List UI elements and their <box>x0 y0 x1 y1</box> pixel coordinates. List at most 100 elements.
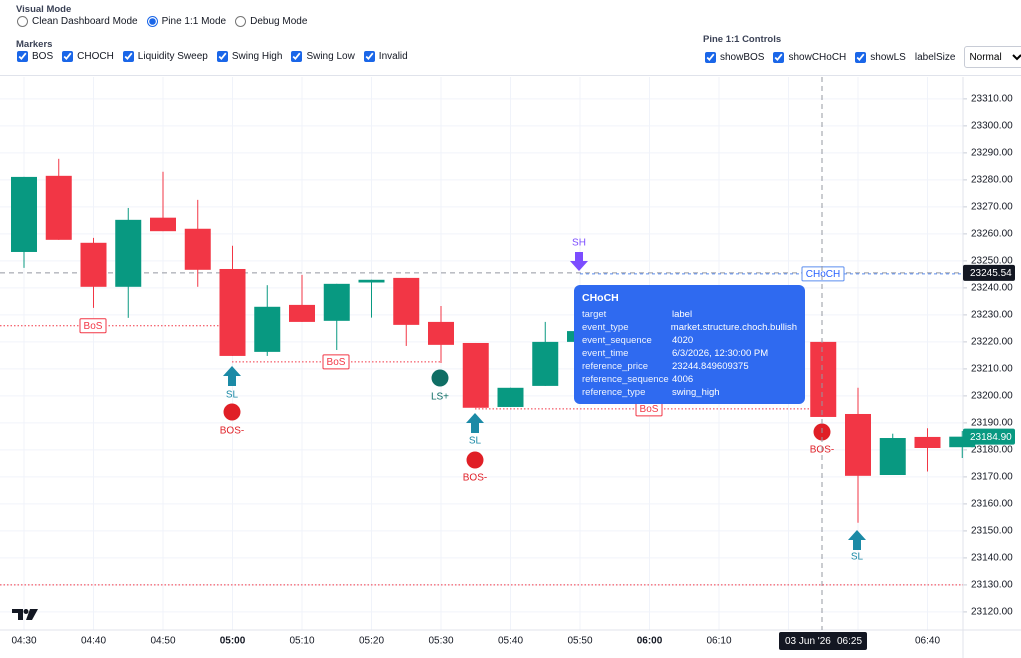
y-tick-label: 23130.00 <box>971 580 1013 591</box>
control-panel: Visual Mode Clean Dashboard Mode Pine 1:1… <box>0 0 1021 76</box>
tooltip-value: 23244.849609375 <box>672 361 749 372</box>
radio[interactable] <box>17 16 28 27</box>
checkbox-option[interactable]: Swing High <box>216 51 283 62</box>
checkbox[interactable] <box>291 51 303 62</box>
section-title: Markers <box>16 39 53 50</box>
checkbox[interactable] <box>17 51 28 62</box>
candle-body <box>393 277 420 325</box>
y-tick-label: 23260.00 <box>971 229 1013 240</box>
checkbox-option[interactable]: showCHoCH <box>773 51 847 63</box>
radio-option[interactable]: Pine 1:1 Mode <box>146 16 227 27</box>
checkbox-option[interactable]: Swing Low <box>291 51 355 62</box>
level-label-box <box>322 354 350 370</box>
checkbox-option[interactable]: CHOCH <box>62 51 114 62</box>
signal-arrow <box>466 413 484 433</box>
option-label: Liquidity Sweep <box>137 51 208 62</box>
tooltip-row: target label <box>582 308 797 321</box>
tooltip-key: reference_sequence <box>582 374 669 385</box>
x-tick-label: 05:10 <box>289 636 314 647</box>
checkbox[interactable] <box>773 51 785 63</box>
checkbox[interactable] <box>216 51 228 62</box>
radio-option[interactable]: Debug Mode <box>235 16 307 27</box>
tooltip-value: market.structure.choch.bullish <box>670 322 797 333</box>
checkbox[interactable] <box>62 51 74 62</box>
tooltip-value: label <box>672 309 693 320</box>
signal-dot <box>466 451 484 469</box>
y-tick-label: 23120.00 <box>971 607 1013 618</box>
checkbox-option[interactable]: showLS <box>855 51 906 63</box>
x-tick-label: 06:10 <box>706 636 731 647</box>
checkbox-group: BOS CHOCH Liquidity Sweep Swing High Swing L… <box>17 51 408 62</box>
checkbox[interactable] <box>705 51 716 63</box>
option-label: Pine 1:1 Mode <box>161 16 227 27</box>
select-label: labelSize <box>914 51 956 63</box>
y-tick-label: 23250.00 <box>971 256 1013 267</box>
tooltip: CHoCH target label event_type market.struct… <box>574 285 805 404</box>
y-tick-label: 23300.00 <box>971 121 1013 132</box>
tooltip-key: reference_type <box>582 387 646 398</box>
signal-label: SH <box>572 238 586 249</box>
radio[interactable] <box>146 16 158 27</box>
tooltip-key: event_type <box>582 322 629 333</box>
y-tick-label: 23150.00 <box>971 526 1013 537</box>
current-price-label: 23184.90 <box>970 432 1012 443</box>
option-label: Invalid <box>378 51 408 62</box>
candle-body <box>358 279 385 283</box>
checkbox-option[interactable]: BOS <box>17 51 53 62</box>
tooltip-row: reference_price 23244.849609375 <box>582 360 797 373</box>
option-label: Swing High <box>231 51 283 62</box>
level-label: BoS <box>327 357 346 368</box>
radio[interactable] <box>235 16 247 27</box>
signal-dot <box>223 403 241 421</box>
level-label-box <box>79 318 107 334</box>
checkbox-option[interactable]: Invalid <box>363 51 408 62</box>
signal-label: SL <box>469 436 482 447</box>
crosshair-date: 03 Jun '26 <box>785 636 831 647</box>
candle-body <box>532 341 559 386</box>
checkbox[interactable] <box>855 51 867 63</box>
x-tick-label: 05:30 <box>428 636 453 647</box>
candle-body <box>289 304 315 322</box>
checkbox[interactable] <box>363 51 375 62</box>
candle-body <box>184 228 211 270</box>
signal-label: BOS- <box>463 473 487 484</box>
label-size-select[interactable]: Normal <box>964 46 1021 68</box>
section-title: Pine 1:1 Controls <box>703 34 782 45</box>
level-label: BoS <box>640 404 659 415</box>
option-label: showCHoCH <box>788 51 847 63</box>
checkbox-option[interactable]: showBOS <box>705 51 764 63</box>
radio-option[interactable]: Clean Dashboard Mode <box>17 16 138 27</box>
signal-arrow <box>570 252 588 271</box>
candle-body <box>845 413 871 476</box>
logo <box>23 609 29 614</box>
x-tick-label: 05:00 <box>220 636 246 647</box>
candle-body <box>323 283 350 321</box>
y-tick-label: 23290.00 <box>971 148 1013 159</box>
signal-arrow <box>848 530 866 550</box>
checkbox-option[interactable]: Liquidity Sweep <box>122 51 208 62</box>
logo <box>26 609 38 620</box>
radio-group: Clean Dashboard Mode Pine 1:1 Mode Debug M… <box>17 16 307 27</box>
y-tick-label: 23220.00 <box>971 337 1013 348</box>
y-tick-label: 23210.00 <box>971 364 1013 375</box>
candle-body <box>879 438 906 476</box>
candle-body <box>254 306 281 352</box>
signal-arrow <box>223 366 241 386</box>
y-tick-label: 23310.00 <box>971 94 1013 105</box>
x-tick-label: 04:40 <box>81 636 106 647</box>
checkbox[interactable] <box>122 51 134 62</box>
y-tick-label: 23170.00 <box>971 472 1013 483</box>
tooltip-key: event_sequence <box>582 335 652 346</box>
x-tick-label: 05:50 <box>567 636 592 647</box>
tooltip-row: event_time 6/3/2026, 12:30:00 PM <box>582 347 797 360</box>
crosshair-time: 06:25 <box>837 636 862 647</box>
tooltip-row: reference_sequence 4006 <box>582 373 797 386</box>
tooltip-key: reference_price <box>582 361 649 372</box>
signal-dot <box>431 369 449 387</box>
y-tick-label: 23280.00 <box>971 175 1013 186</box>
option-label: Swing Low <box>306 51 355 62</box>
tooltip-row: event_sequence 4020 <box>582 334 797 347</box>
y-tick-label: 23200.00 <box>971 391 1013 402</box>
